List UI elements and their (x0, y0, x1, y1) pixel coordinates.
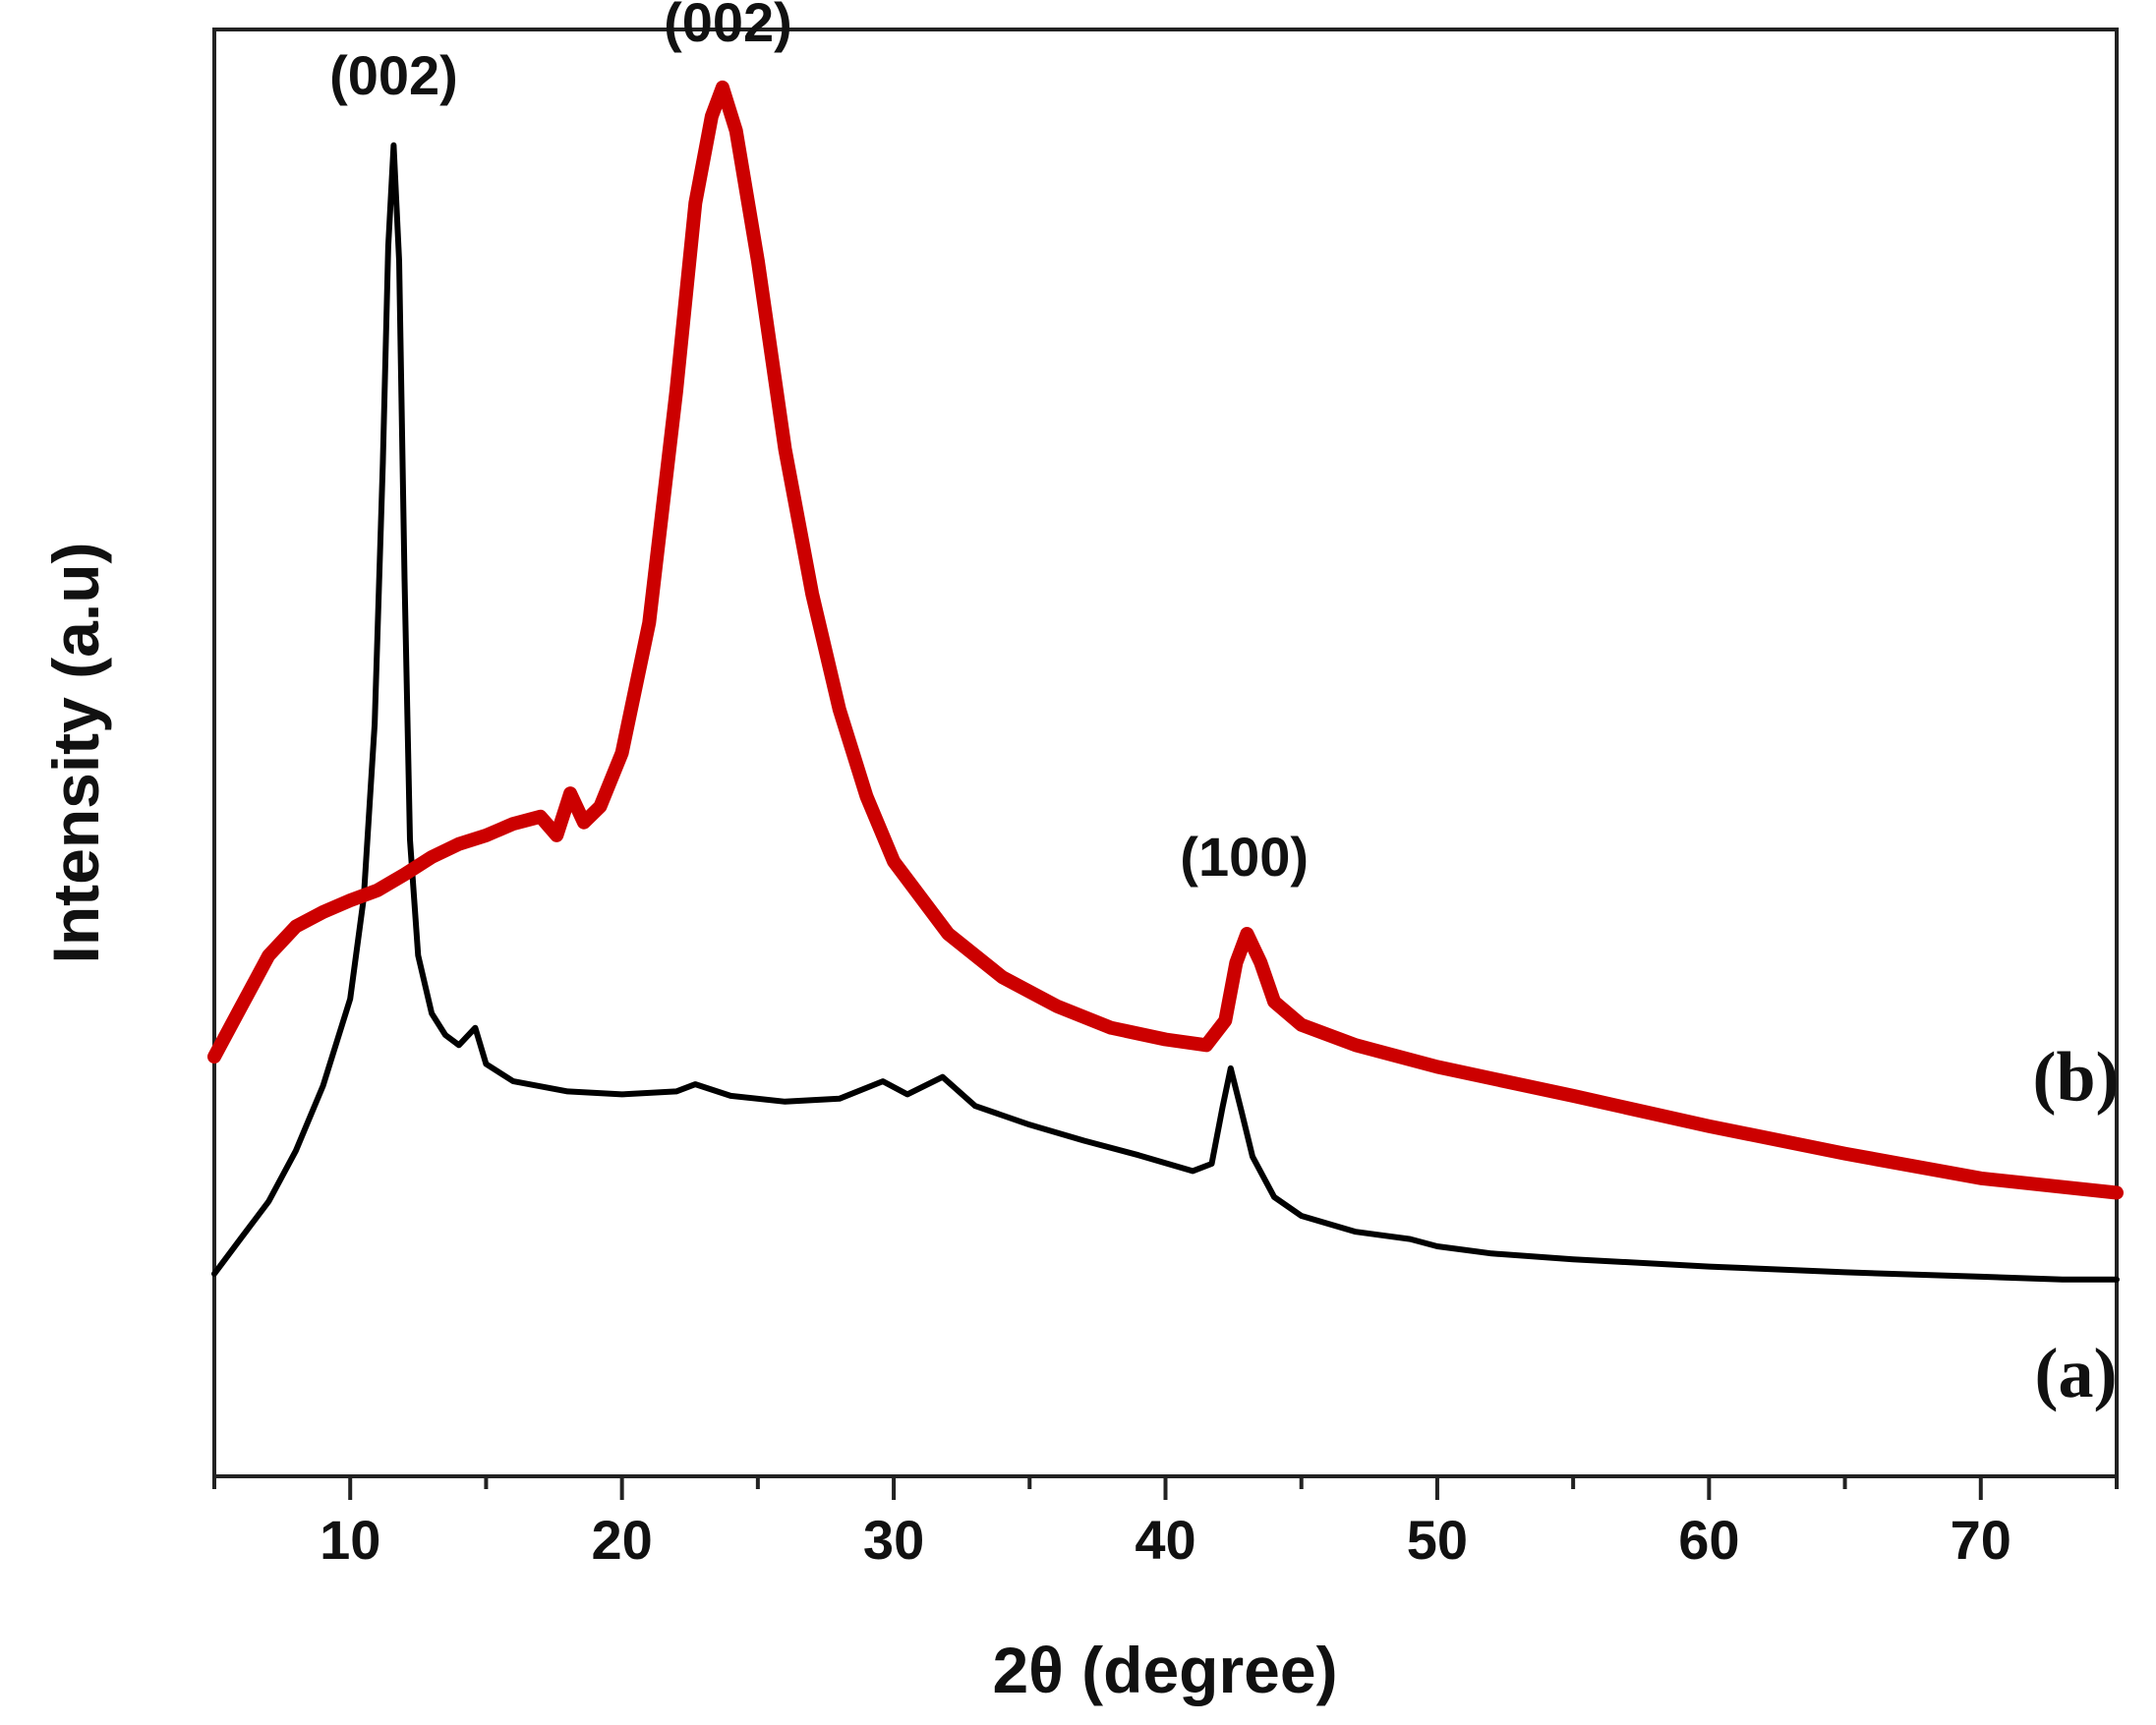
x-tick-label: 70 (1951, 1509, 2011, 1571)
series-layer (207, 80, 2124, 1283)
series-label: (a) (2035, 1334, 2118, 1412)
peak-label: (002) (329, 44, 458, 106)
peak-label: (100) (1180, 826, 1309, 888)
x-ticks: 10 20 30 40 50 60 70 (212, 1476, 2119, 1571)
series-label: (b) (2033, 1037, 2120, 1116)
plot-frame (212, 28, 2119, 1478)
x-tick-label: 10 (320, 1509, 380, 1571)
x-tick-label: 40 (1135, 1509, 1195, 1571)
series-line-a (211, 142, 2120, 1283)
x-tick-label: 30 (863, 1509, 924, 1571)
x-tick-label: 60 (1678, 1509, 1739, 1571)
peak-label: (002) (664, 0, 792, 53)
x-tick-label: 50 (1407, 1509, 1468, 1571)
series-line-b (207, 80, 2124, 1200)
y-axis-title: Intensity (a.u) (39, 542, 112, 963)
annotations: (002) (002) (100) (b) (a) (329, 0, 2119, 1412)
x-axis-title: 2θ (degree) (992, 1634, 1337, 1706)
x-tick-label: 20 (591, 1509, 652, 1571)
